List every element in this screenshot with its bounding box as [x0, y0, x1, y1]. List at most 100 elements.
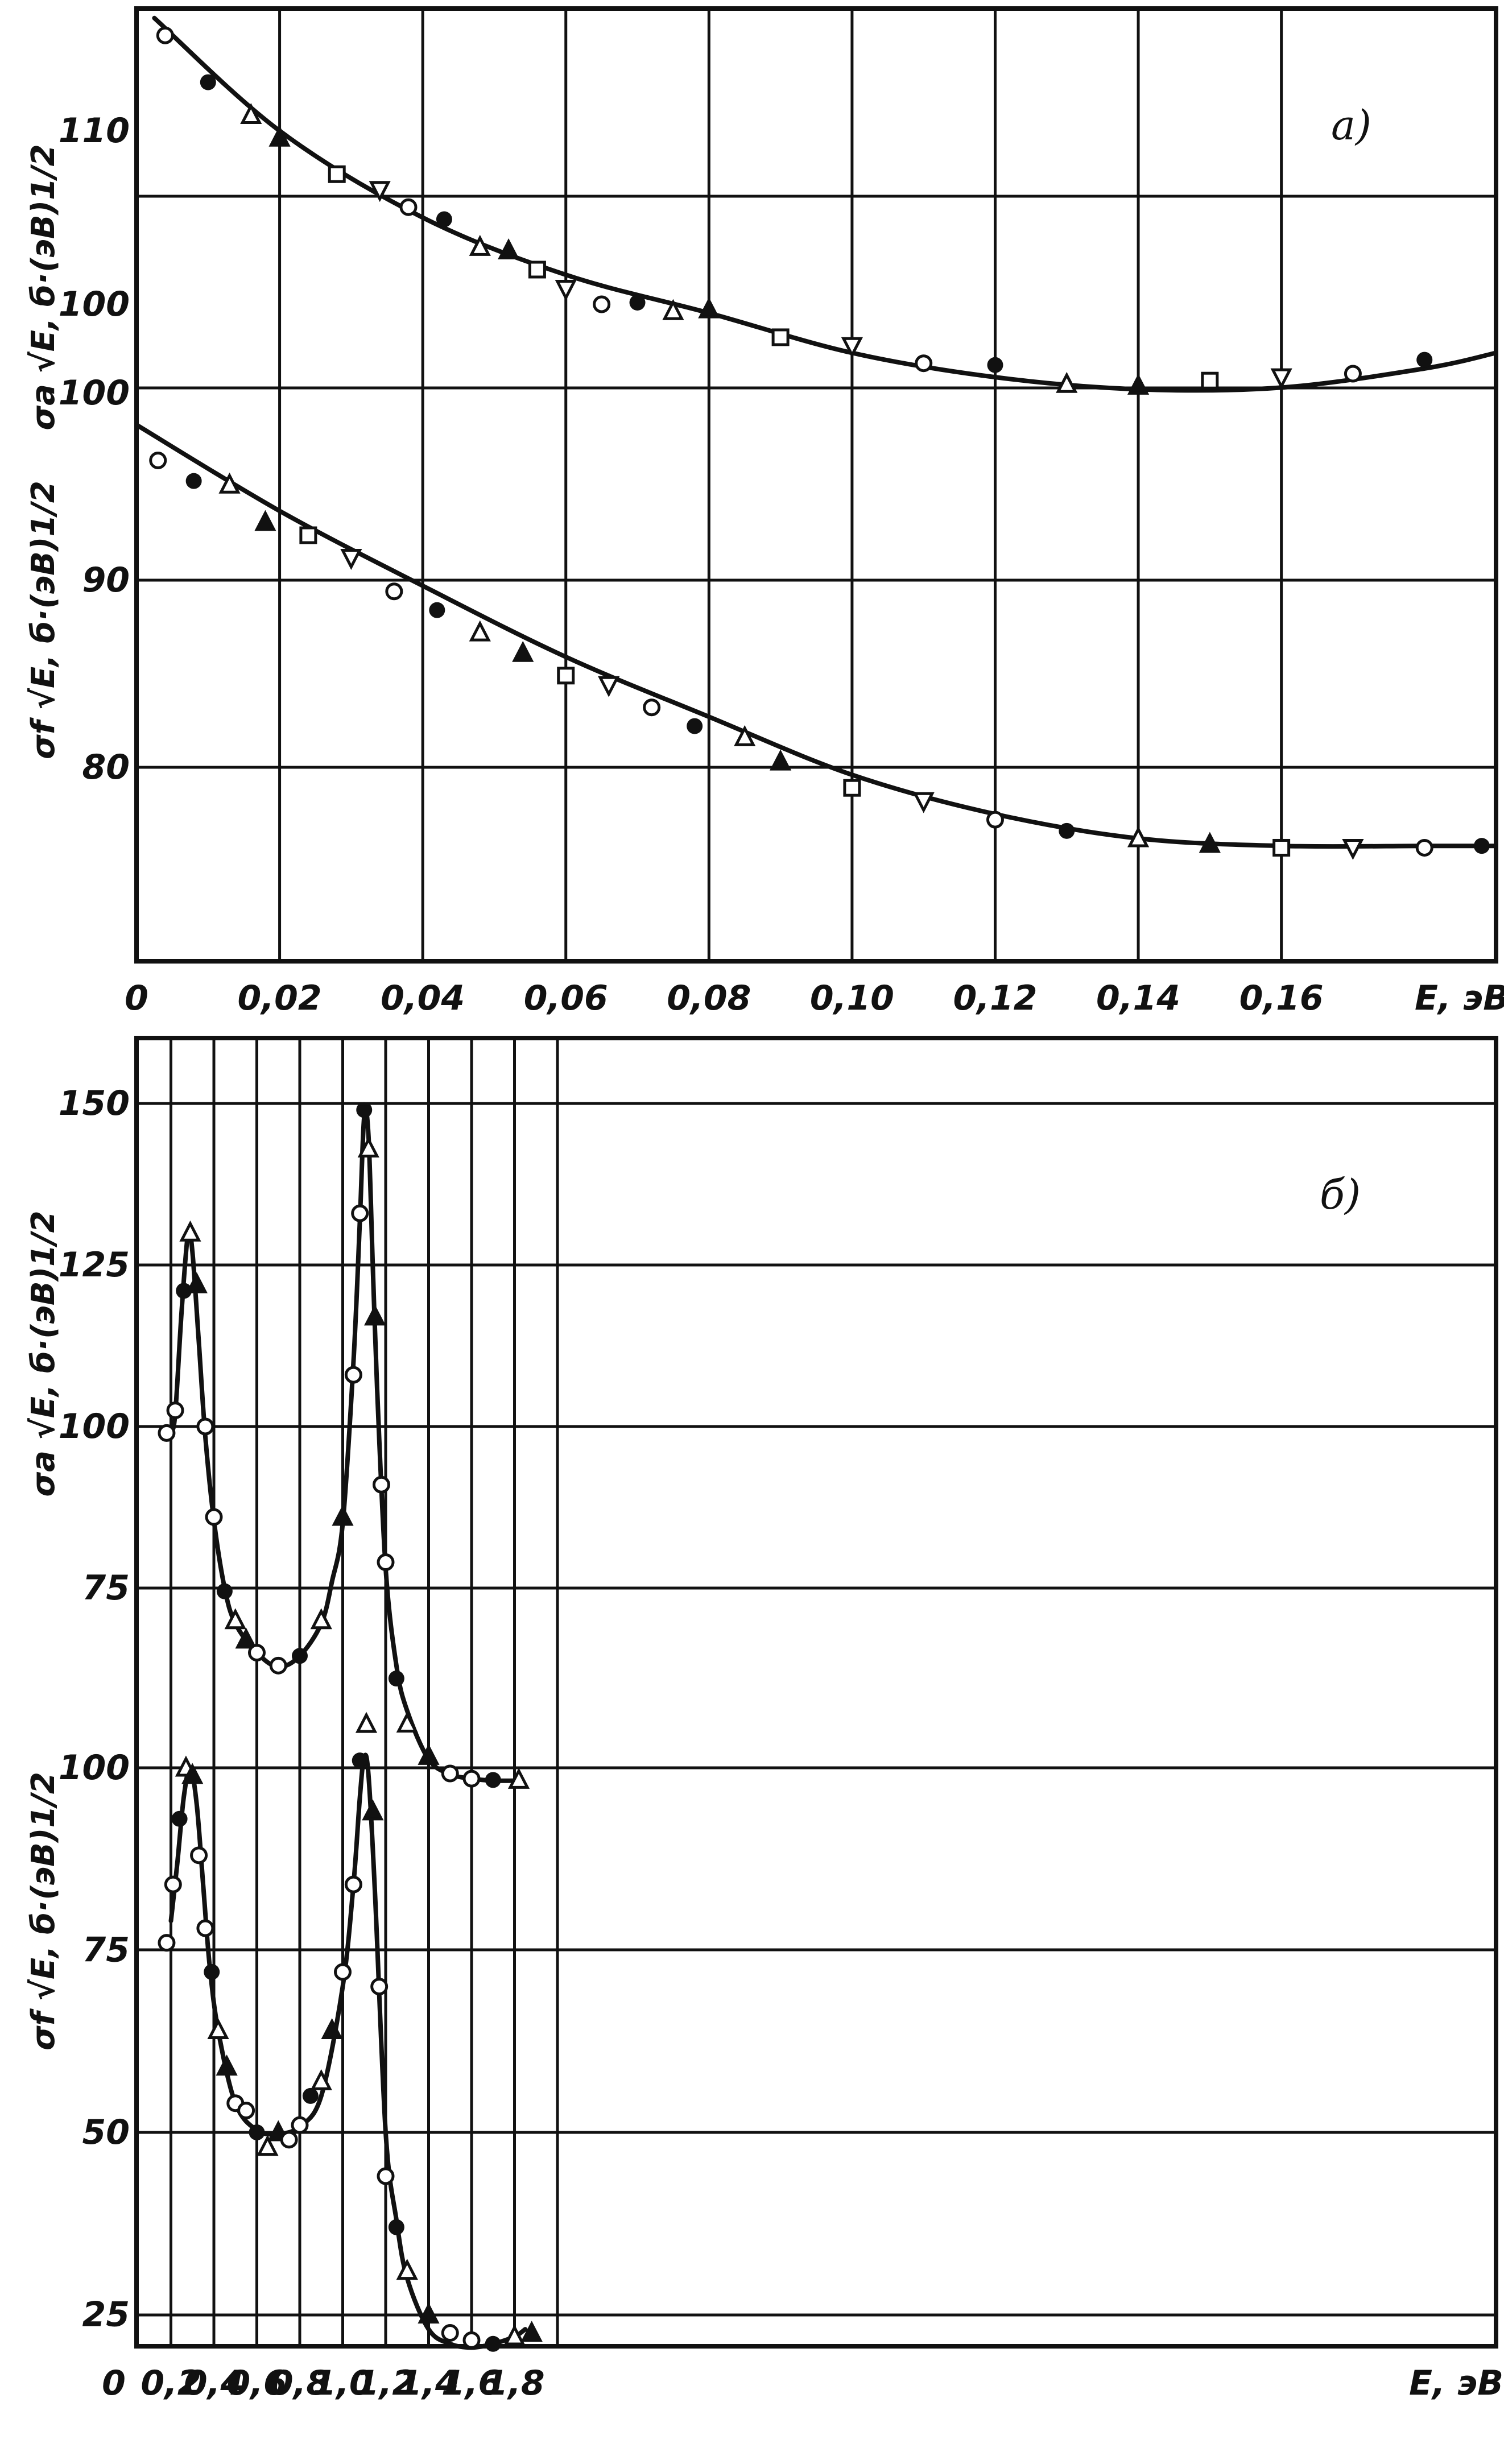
panel-b-upper-data-point — [356, 1102, 373, 1118]
panel-b-upper-data-point — [364, 1304, 386, 1326]
panel-a-upper-data-point — [1416, 352, 1433, 368]
panel-a-lower-data-point — [299, 526, 317, 544]
panel-b-lower-data-point — [237, 2102, 255, 2120]
panel-b-x-tick-label: 1,8 — [484, 2363, 544, 2403]
panel-a-upper-data-point — [497, 238, 520, 259]
panel-a-lower-data-point — [769, 749, 792, 771]
panel-b-upper-data-point — [332, 1504, 354, 1526]
panel-b-x-tick-label: 0,6 — [226, 2363, 287, 2403]
panel-a-lower-ylabel: σf √E, б·(эВ)1/2 — [25, 481, 62, 759]
panel-b-upper-data-point — [485, 1772, 501, 1788]
panel-a-lower-fit-curve — [134, 422, 1498, 849]
panel-b-lower-data-point — [344, 1875, 362, 1894]
panel-a-upper-data-point — [1127, 373, 1150, 395]
panel-b-lower-data-point — [216, 2054, 238, 2076]
panel-a-lower-data-point — [843, 779, 861, 797]
panel-a-points — [149, 26, 1490, 860]
panel-b-lower-data-point — [396, 2259, 418, 2280]
panel-a-lower-data-point — [185, 473, 202, 489]
panel-b-lower-data-point — [485, 2335, 501, 2352]
panel-a-x-ticks: 0 0,02 0,04 0,06 0,08 0,10 0,12 0,14 0,16 E, эВ — [125, 978, 1504, 1018]
panel-a-x-tick-label: 0,06 — [524, 978, 608, 1018]
panel-b-upper-data-point — [269, 1656, 287, 1675]
panel-a-frame — [134, 6, 1498, 964]
panel-a-curves — [134, 15, 1498, 849]
panel-b-lower-data-point — [164, 1875, 182, 1894]
panel-b-upper-y-tick-label: 75 — [82, 1568, 130, 1608]
panel-a-lower-data-point — [1059, 822, 1075, 839]
panel-b-lower-data-point — [352, 1752, 368, 1769]
panel-a-lower-data-point — [1415, 838, 1433, 857]
panel-a-upper-data-point — [915, 354, 933, 373]
panel-a-lower-data-point — [1473, 838, 1490, 854]
panel-a-lower-data-point — [734, 725, 756, 746]
panel-b-x-axis-unit: E, эВ — [1409, 2363, 1503, 2403]
panel-b-lower-data-point — [302, 2087, 319, 2104]
panel-a-lower-y-tick-label: 90 — [82, 560, 130, 600]
panel-b-frame — [134, 1036, 1498, 2349]
panel-a-x-tick-label: 0,14 — [1096, 978, 1180, 1018]
panel-b-lower-data-point — [321, 2018, 343, 2040]
panel-a-upper-data-point — [469, 234, 491, 256]
panel-b-x-tick-label: 0,2 — [141, 2363, 201, 2403]
panel-a-lower-data-point — [1199, 832, 1221, 853]
panel-b-grid — [137, 1038, 1496, 2346]
panel-a-upper-y-tick-label: 100 — [59, 284, 130, 324]
panel-a-lower-data-point — [512, 640, 534, 662]
panel-b-upper-data-point — [224, 1608, 246, 1630]
panel-b-x-tick-label: 1,4 — [398, 2363, 458, 2403]
panel-b-lower-data-point — [171, 1810, 188, 1827]
panel-a-upper-data-point — [987, 357, 1003, 373]
panel-b-points — [158, 1102, 543, 2352]
panel-a-upper-data-point — [156, 26, 174, 44]
panel-a-upper-y-tick-label: 110 — [59, 111, 130, 151]
panel-a-label: а) — [1331, 101, 1371, 149]
panel-b-lower-data-point — [291, 2116, 309, 2134]
panel-a-upper-data-point — [555, 280, 577, 301]
panel-b-lower-data-point — [310, 2069, 332, 2090]
panel-b-lower-data-point — [334, 1963, 352, 1981]
panel-b-upper-data-point — [179, 1220, 201, 1242]
panel-b-upper-data-point — [372, 1475, 390, 1494]
panel-a-upper-data-point — [268, 125, 291, 147]
panel-b-upper-data-point — [166, 1401, 184, 1420]
panel-b-upper-data-point — [396, 1711, 418, 1733]
panel-b-upper-data-point — [185, 1272, 208, 1293]
panel-a-upper-data-point — [1201, 371, 1219, 390]
panel-a-lower-data-point — [986, 811, 1004, 829]
panel-b-upper-data-point — [235, 1627, 257, 1649]
panel-b-lower-y-tick-label: 25 — [82, 2295, 130, 2335]
panel-a-upper-data-point — [240, 103, 262, 125]
panel-a-upper-data-point — [593, 295, 611, 313]
panel-a-lower-data-point — [469, 620, 491, 642]
panel-a-lower-y-tick-label: 100 — [59, 373, 130, 413]
panel-a-lower-y-tick-label: 80 — [82, 747, 130, 787]
panel-b-upper-data-point — [216, 1583, 233, 1599]
panel-a-upper-data-point — [662, 299, 684, 320]
panel-b-lower-data-point — [196, 1919, 214, 1937]
panel-b-lower-ylabel: σf √E, б·(эВ)1/2 — [25, 1772, 62, 2050]
panel-b-upper-data-point — [507, 1767, 530, 1789]
panel-b-upper-data-point — [377, 1553, 395, 1572]
panel-a-x-tick-label: 0,10 — [810, 978, 894, 1018]
panel-b-upper-data-point — [248, 1644, 266, 1662]
panel-b-y-ticks: 75 100 125 150 25 50 75 100 — [59, 1084, 130, 2335]
panel-a-lower-data-point — [1127, 826, 1150, 847]
panel-b-upper-data-point — [462, 1770, 481, 1788]
panel-a-upper-data-point — [369, 181, 391, 202]
panel-a-upper-data-point — [629, 294, 646, 311]
panel-a-x-tick-label: 0,16 — [1239, 978, 1324, 1018]
panel-b-lower-data-point — [370, 1978, 389, 1996]
panel-b-label: б) — [1320, 1171, 1361, 1218]
panel-b-lower-data-point — [377, 2167, 395, 2185]
panel-a-upper-data-point — [528, 261, 546, 279]
panel-b-upper-data-point — [196, 1417, 214, 1436]
panel-a-upper-fit-curve — [152, 15, 1498, 393]
panel-b-lower-data-point — [503, 2324, 526, 2346]
panel-b-lower-data-point — [181, 1763, 204, 1784]
panel-b-lower-data-point — [462, 2331, 481, 2349]
panel-a-grid — [137, 9, 1496, 961]
panel-b-lower-y-tick-label: 75 — [82, 1930, 130, 1970]
